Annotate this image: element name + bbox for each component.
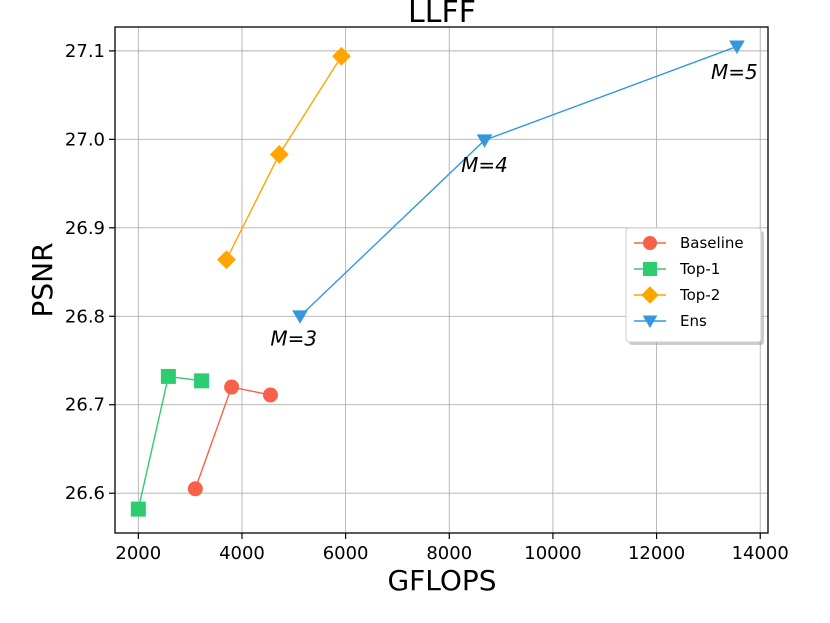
- x-tick-label: 14000: [732, 543, 789, 564]
- x-tick-label: 6000: [323, 543, 369, 564]
- y-tick-label: 26.8: [65, 306, 105, 327]
- data-point-ens: [476, 134, 493, 148]
- data-point-top-1: [194, 373, 210, 389]
- legend-marker-baseline: [643, 236, 657, 250]
- annotation-label: M=5: [711, 60, 758, 84]
- legend: Baseline Top-1 Top-2 Ens: [625, 227, 764, 345]
- annotation-layer: M=3 M=4 M=5: [270, 60, 757, 350]
- data-point-baseline: [262, 387, 278, 403]
- data-point-top-1: [160, 368, 176, 384]
- legend-entry-top-2: Top-2: [634, 286, 720, 304]
- legend-entry-baseline: Baseline: [634, 234, 744, 252]
- annotation-label: M=3: [270, 326, 317, 350]
- y-tick-label: 26.9: [65, 218, 105, 239]
- series-ens: [292, 40, 745, 324]
- legend-marker-top-1: [643, 262, 657, 276]
- x-tick-label: 12000: [628, 543, 685, 564]
- data-point-top-2: [217, 250, 236, 270]
- chart-title: LLFF: [408, 0, 476, 30]
- x-tick-label: 8000: [426, 543, 472, 564]
- data-point-baseline: [224, 379, 240, 395]
- data-point-ens: [292, 310, 308, 324]
- y-tick-label: 27.1: [65, 41, 105, 62]
- y-tick-label: 26.6: [65, 483, 105, 504]
- y-axis-label: PSNR: [26, 242, 59, 317]
- data-point-top-2: [269, 145, 289, 164]
- legend-label: Top-1: [679, 260, 720, 278]
- series-top-1: [130, 368, 210, 517]
- legend-entry-top-1: Top-1: [634, 260, 720, 278]
- series-baseline: [187, 379, 278, 497]
- x-tick-label: 10000: [524, 543, 581, 564]
- series-top-2: [217, 46, 351, 270]
- x-tick-label: 2000: [115, 543, 161, 564]
- data-point-baseline: [187, 481, 203, 497]
- data-point-top-2: [332, 46, 351, 66]
- y-axis-ticks: 26.6 26.7 26.8 26.9 27.0 27.1: [65, 41, 115, 504]
- legend-marker-top-2: [641, 286, 659, 304]
- legend-label: Ens: [680, 312, 707, 330]
- series-layer: [130, 40, 745, 517]
- data-point-top-1: [130, 501, 146, 517]
- data-point-ens: [729, 40, 745, 54]
- x-axis-ticks: 2000 4000 6000 8000 10000 12000 14000: [115, 533, 789, 564]
- legend-entry-ens: Ens: [634, 312, 707, 330]
- legend-label: Baseline: [680, 234, 744, 252]
- legend-marker-ens: [642, 315, 658, 328]
- y-tick-label: 26.7: [65, 395, 105, 416]
- y-tick-label: 27.0: [65, 129, 105, 150]
- legend-box: [625, 227, 762, 343]
- annotation-label: M=4: [461, 153, 508, 177]
- x-axis-label: GFLOPS: [387, 564, 496, 597]
- x-tick-label: 4000: [219, 543, 265, 564]
- series-line-baseline: [194, 386, 271, 490]
- plot-area-frame: [114, 26, 769, 534]
- legend-label: Top-2: [679, 286, 720, 304]
